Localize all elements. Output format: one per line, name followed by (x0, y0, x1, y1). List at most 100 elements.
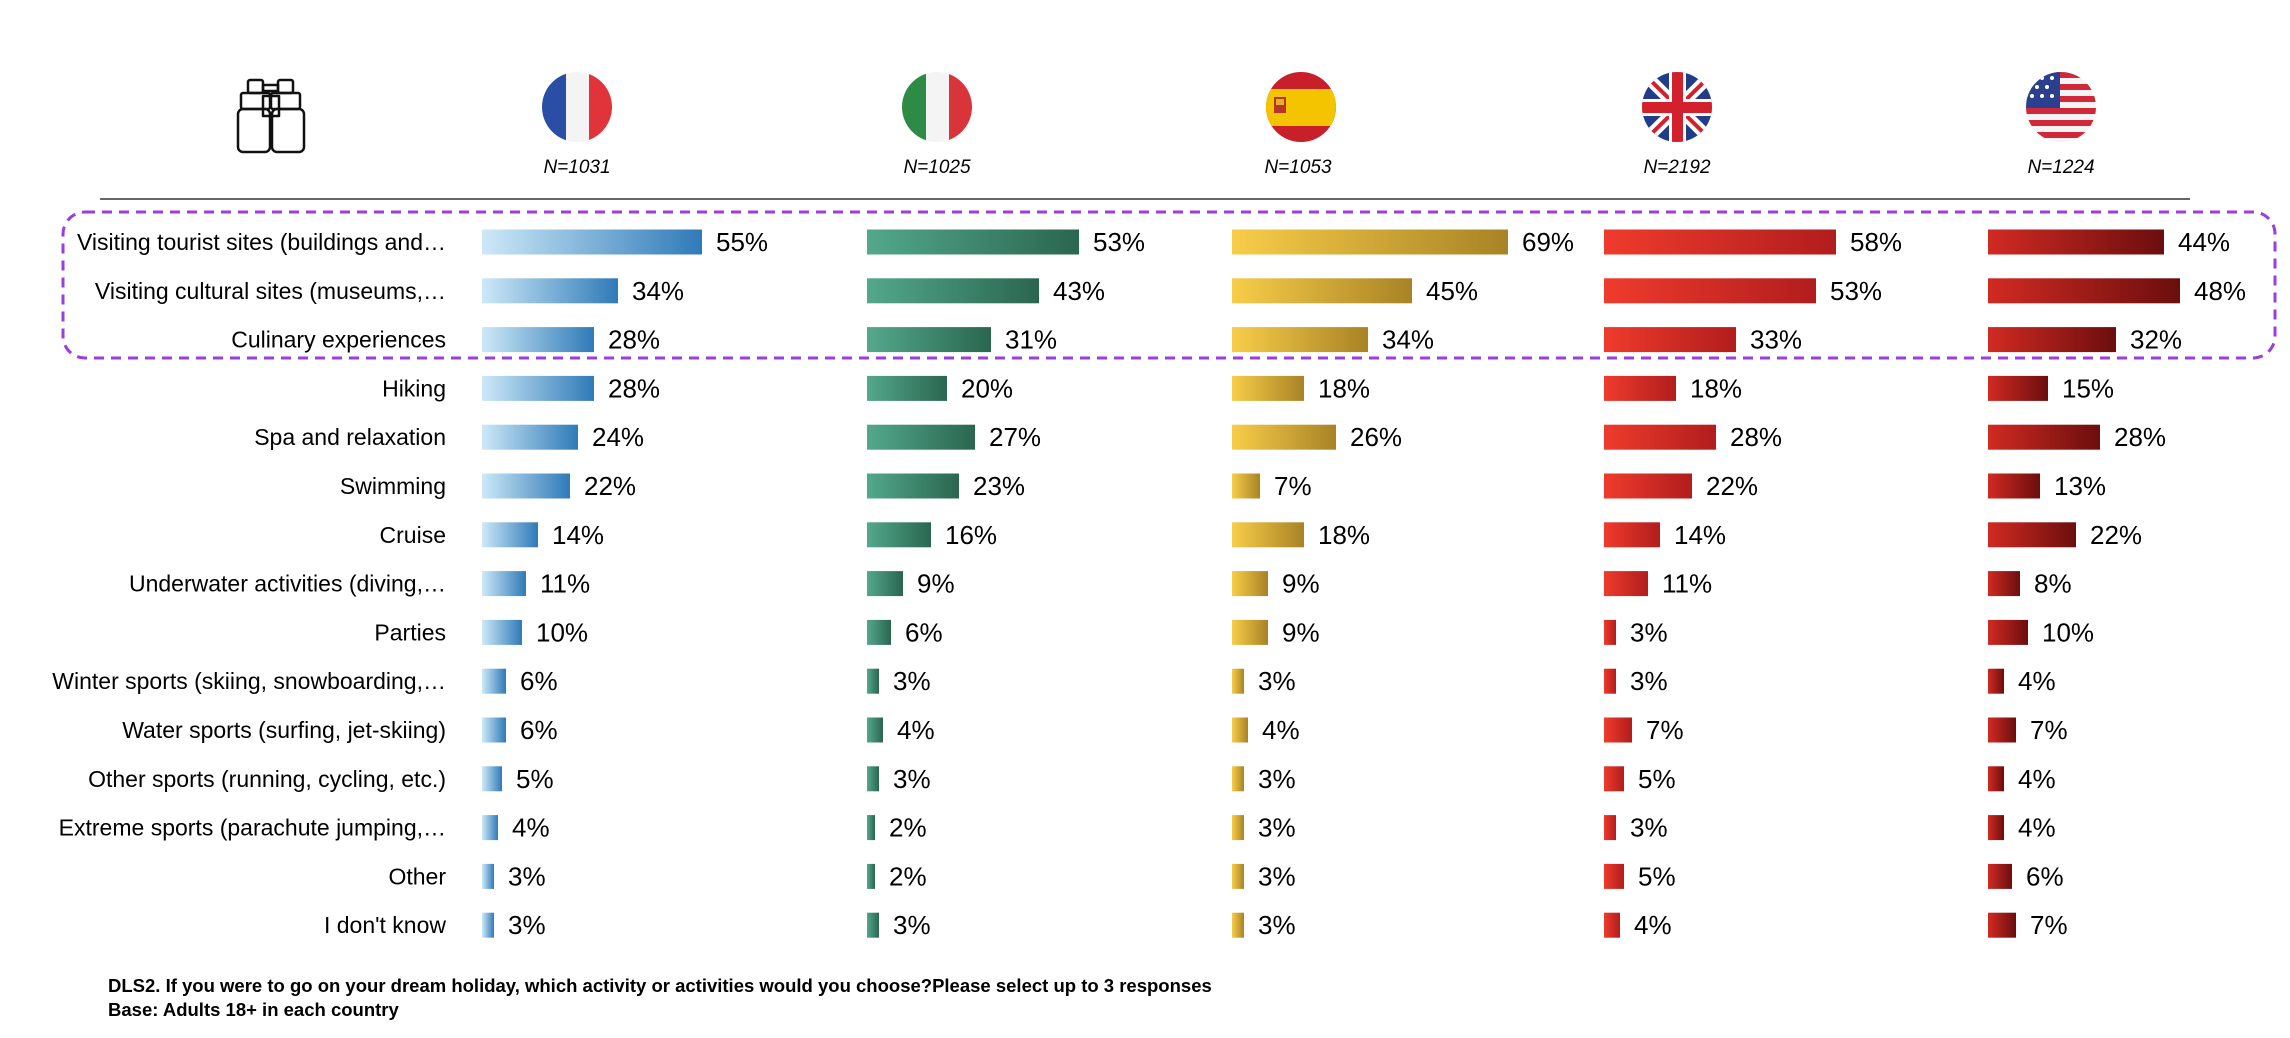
bar-usa (1988, 619, 2028, 645)
value-label-italy: 2% (889, 813, 927, 843)
bar-italy (867, 815, 875, 841)
bar-france (482, 815, 498, 841)
category-label: Other sports (running, cycling, etc.) (88, 766, 446, 792)
bar-france (482, 571, 526, 597)
bar-italy (867, 668, 879, 694)
value-label-uk: 58% (1850, 227, 1902, 257)
category-label: Water sports (surfing, jet-skiing) (122, 717, 446, 743)
bar-france (482, 766, 502, 792)
value-label-usa: 8% (2034, 569, 2072, 599)
value-label-uk: 3% (1630, 813, 1668, 843)
bar-spain (1232, 863, 1244, 889)
value-label-spain: 69% (1522, 227, 1574, 257)
value-label-uk: 28% (1730, 422, 1782, 452)
value-label-uk: 5% (1638, 764, 1676, 794)
bar-spain (1232, 473, 1260, 499)
value-label-spain: 3% (1258, 813, 1296, 843)
bar-uk (1604, 766, 1624, 792)
footnote-base: Base: Adults 18+ in each country (108, 999, 399, 1020)
bar-usa (1988, 327, 2116, 353)
usa-flag-icon (2026, 72, 2096, 142)
value-label-usa: 10% (2042, 617, 2094, 647)
bar-france (482, 863, 494, 889)
category-label: Visiting tourist sites (buildings and… (77, 229, 446, 255)
bar-spain (1232, 619, 1268, 645)
bar-italy (867, 912, 879, 938)
value-label-usa: 4% (2018, 813, 2056, 843)
value-label-france: 3% (508, 861, 546, 891)
bar-italy (867, 424, 975, 450)
value-label-france: 10% (536, 617, 588, 647)
value-label-italy: 27% (989, 422, 1041, 452)
bar-usa (1988, 424, 2100, 450)
value-label-italy: 6% (905, 617, 943, 647)
bar-france (482, 473, 570, 499)
bar-uk (1604, 327, 1736, 353)
n-label-uk: N=2192 (1643, 157, 1711, 178)
value-label-italy: 2% (889, 861, 927, 891)
category-label: Extreme sports (parachute jumping,… (59, 815, 446, 841)
value-label-usa: 28% (2114, 422, 2166, 452)
value-label-usa: 48% (2194, 276, 2246, 306)
value-label-spain: 3% (1258, 910, 1296, 940)
value-label-spain: 9% (1282, 569, 1320, 599)
value-label-france: 5% (516, 764, 554, 794)
bar-italy (867, 522, 931, 548)
value-label-spain: 18% (1318, 373, 1370, 403)
value-label-uk: 5% (1638, 861, 1676, 891)
value-label-uk: 7% (1646, 715, 1684, 745)
france-flag-icon (542, 72, 612, 142)
bar-spain (1232, 815, 1244, 841)
value-label-usa: 22% (2090, 520, 2142, 550)
bar-spain (1232, 912, 1244, 938)
bar-uk (1604, 278, 1816, 304)
bar-spain (1232, 375, 1304, 401)
bar-france (482, 522, 538, 548)
value-label-uk: 18% (1690, 373, 1742, 403)
category-label: Swimming (340, 473, 446, 499)
binoculars-icon (236, 78, 306, 154)
bar-spain (1232, 278, 1412, 304)
value-label-italy: 3% (893, 666, 931, 696)
value-label-france: 4% (512, 813, 550, 843)
category-label: Visiting cultural sites (museums,… (95, 278, 446, 304)
value-label-usa: 7% (2030, 910, 2068, 940)
category-label: Hiking (382, 375, 446, 401)
bar-italy (867, 278, 1039, 304)
value-label-france: 34% (632, 276, 684, 306)
highlight-box (61, 210, 2277, 360)
bar-usa (1988, 473, 2040, 499)
bar-italy (867, 473, 959, 499)
value-label-france: 28% (608, 325, 660, 355)
value-label-france: 55% (716, 227, 768, 257)
bar-italy (867, 619, 891, 645)
value-label-italy: 3% (893, 910, 931, 940)
bar-usa (1988, 717, 2016, 743)
value-label-italy: 3% (893, 764, 931, 794)
bar-spain (1232, 717, 1248, 743)
uk-flag-icon (1642, 72, 1712, 142)
bar-usa (1988, 766, 2004, 792)
bar-italy (867, 327, 991, 353)
bar-italy (867, 571, 903, 597)
value-label-uk: 11% (1662, 569, 1712, 599)
spain-flag-icon (1266, 72, 1336, 142)
n-label-france: N=1031 (543, 157, 610, 178)
category-label: Spa and relaxation (254, 424, 446, 450)
value-label-italy: 9% (917, 569, 955, 599)
value-label-uk: 4% (1634, 910, 1672, 940)
value-label-italy: 20% (961, 373, 1013, 403)
value-label-spain: 4% (1262, 715, 1300, 745)
value-label-uk: 14% (1674, 520, 1726, 550)
value-label-italy: 16% (945, 520, 997, 550)
bar-usa (1988, 912, 2016, 938)
bar-france (482, 912, 494, 938)
bar-usa (1988, 229, 2164, 255)
value-label-france: 6% (520, 715, 558, 745)
bar-usa (1988, 815, 2004, 841)
bar-uk (1604, 668, 1616, 694)
value-label-uk: 53% (1830, 276, 1882, 306)
bar-france (482, 668, 506, 694)
bar-italy (867, 766, 879, 792)
value-label-italy: 43% (1053, 276, 1105, 306)
